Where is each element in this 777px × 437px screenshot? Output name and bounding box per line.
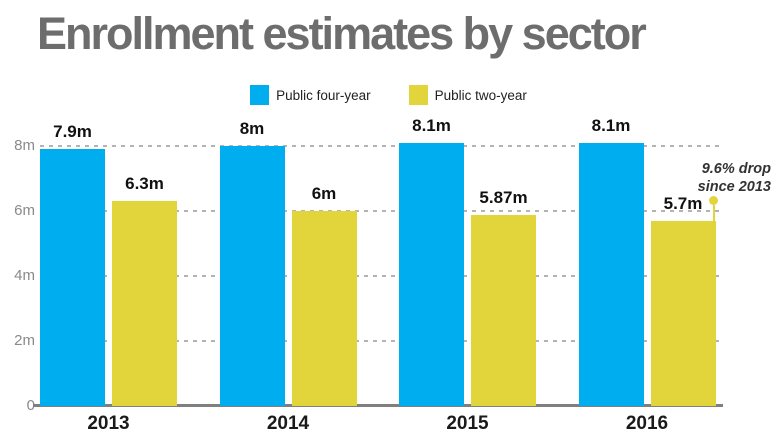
legend-item-public-four-year: Public four-year [250,85,371,105]
x-axis-baseline [33,404,723,407]
x-axis-label-2013: 2013 [87,413,130,434]
annotation-pin-stem [712,204,715,221]
value-label-public-four-year-2016: 8.1m [591,115,631,135]
value-label-public-two-year-2016: 5.7m [663,193,703,213]
value-label-public-four-year-2015: 8.1m [412,115,451,135]
value-label-public-four-year-2013: 7.9m [53,122,92,142]
bar-public-four-year-2013 [40,149,105,406]
legend-swatch-two-year-icon [408,85,428,105]
bar-public-two-year-2014 [291,211,357,406]
annotation-line: 9.6% drop [701,161,771,177]
gridline-4m [40,275,722,277]
bar-public-two-year-2016 [650,220,716,406]
annotation-drop-note: 9.6% drop since 2013 [698,160,771,196]
ytick-label-0: 0 [26,397,35,414]
legend-item-public-two-year: Public two-year [408,85,527,105]
annotation-line: since 2013 [697,179,771,195]
value-label-public-four-year-2014: 8m [239,119,265,138]
legend-label-two-year: Public two-year [434,87,527,103]
x-axis-label-2016: 2016 [625,413,669,434]
annotation-pin-icon [709,196,718,206]
legend-swatch-four-year-icon [250,85,270,105]
gridline-2m [40,340,722,342]
value-label-public-two-year-2013: 6.3m [125,174,164,194]
chart-title: Enrollment estimates by sector [37,8,647,59]
legend-label-four-year: Public four-year [276,87,371,103]
x-axis-label-2014: 2014 [266,413,310,434]
gridline-8m [40,145,722,147]
value-label-public-two-year-2014: 6m [311,184,337,203]
ytick-label-4m: 4m [14,267,35,284]
gridline-6m [40,210,722,212]
legend: Public four-year Public two-year [0,85,777,105]
bar-public-two-year-2013 [112,201,177,406]
ytick-label-8m: 8m [14,137,35,154]
ytick-label-6m: 6m [14,202,35,219]
x-axis-label-2015: 2015 [446,413,489,434]
bar-public-four-year-2015 [399,142,464,406]
value-label-public-two-year-2015: 5.87m [479,188,528,208]
ytick-label-2m: 2m [14,332,35,349]
bar-public-four-year-2016 [578,142,644,406]
bar-public-four-year-2014 [219,146,285,406]
bar-public-two-year-2015 [471,215,536,406]
